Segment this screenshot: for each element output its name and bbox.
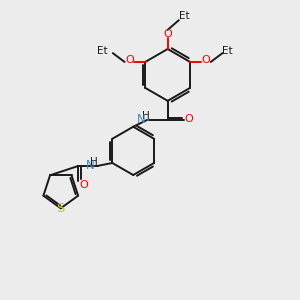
Text: O: O	[79, 180, 88, 190]
Text: O: O	[185, 114, 194, 124]
Text: S: S	[56, 202, 64, 215]
Text: Et: Et	[223, 46, 233, 56]
Text: Et: Et	[97, 46, 107, 56]
Text: Et: Et	[179, 11, 190, 21]
Text: O: O	[163, 29, 172, 39]
Text: H: H	[142, 111, 149, 122]
Text: O: O	[125, 56, 134, 65]
Text: H: H	[90, 157, 98, 167]
Text: N: N	[137, 113, 146, 127]
Text: N: N	[85, 159, 94, 172]
Text: O: O	[202, 56, 210, 65]
